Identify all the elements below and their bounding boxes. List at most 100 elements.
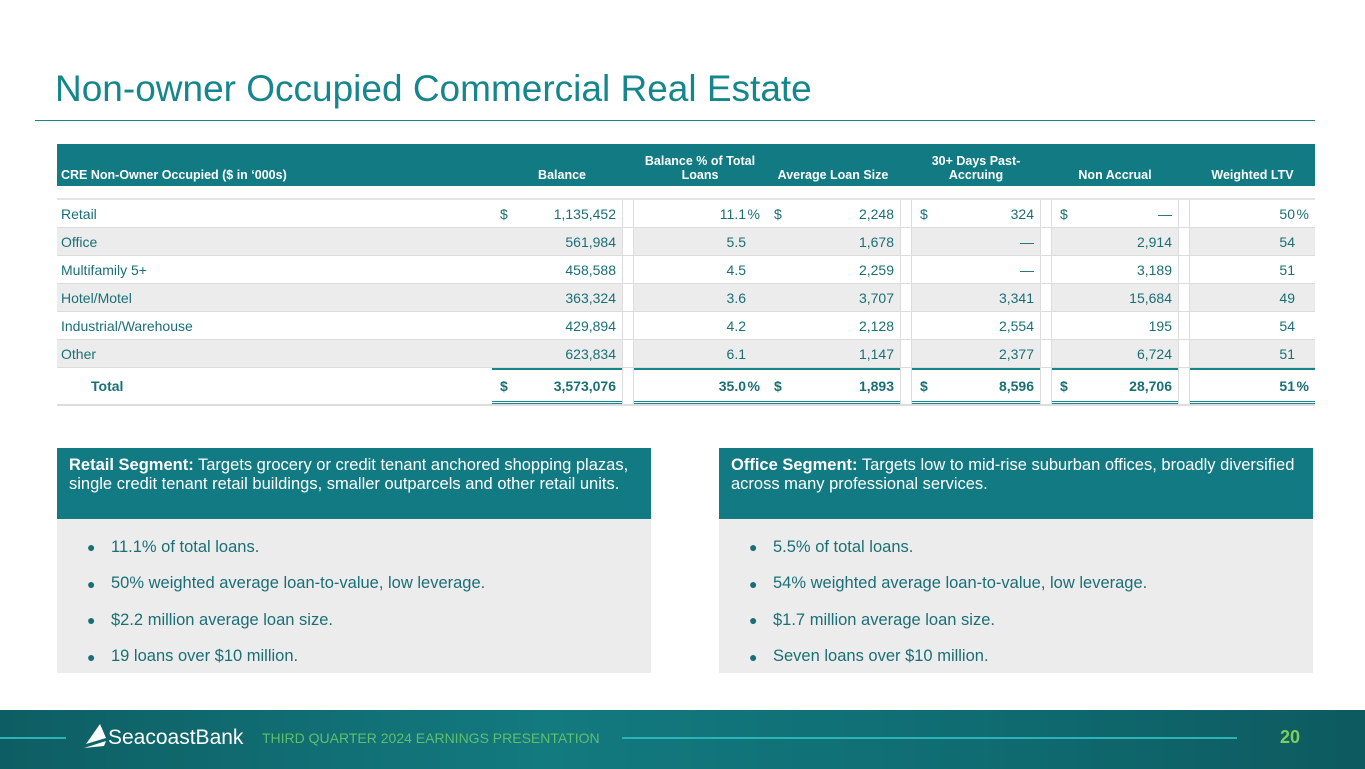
column-gap [900, 228, 912, 255]
pct-cell-value: 11.1 [719, 205, 746, 222]
footer-line [0, 737, 66, 739]
column-gap [900, 200, 912, 227]
bullet-text: 54% weighted average loan-to-value, low … [773, 574, 1148, 593]
column-gap [1040, 340, 1052, 367]
avg-loan-cell: 2,259 [766, 256, 900, 283]
table-row: Other 623,834 6.1 1,147 2,377 6,724 51 [57, 340, 1315, 368]
past-due-cell: 2,554 [912, 312, 1040, 339]
dollar-sign: $ [920, 205, 928, 222]
column-gap [1178, 256, 1190, 283]
office-segment-box: Office Segment: Targets low to mid-rise … [719, 448, 1313, 673]
row-label: Office [61, 233, 98, 250]
column-gap [1040, 256, 1052, 283]
past-due-cell: — [912, 228, 1040, 255]
bullet-icon: ● [749, 648, 758, 665]
ltv-cell: 54 [1190, 228, 1315, 255]
page-number: 20 [1280, 727, 1301, 747]
footer: SeacoastBank THIRD QUARTER 2024 EARNINGS… [0, 710, 1365, 769]
pct-cell-value: 35.0 [718, 377, 746, 394]
non-accrual-cell: 195 [1052, 312, 1178, 339]
table-row: Industrial/Warehouse 429,894 4.2 2,128 2,554… [57, 312, 1315, 340]
table-row: Retail $1,135,452 11.1% $2,248 $324 $ —50% [57, 200, 1315, 228]
pct-cell-value: 6.1 [726, 345, 746, 362]
avg-loan-cell: $1,893 [766, 368, 900, 404]
balance-cell: 623,834 [492, 340, 622, 367]
avg-loan-cell: 1,678 [766, 228, 900, 255]
ltv-cell-value: 51 [1279, 261, 1295, 278]
ltv-cell: 50% [1190, 200, 1315, 227]
avg-loan-cell-value: 1,893 [858, 377, 894, 394]
bullet-item: ● 19 loans over $10 million. [87, 639, 651, 676]
column-gap [900, 256, 912, 283]
past-due-cell: — [912, 256, 1040, 283]
row-label: Hotel/Motel [61, 289, 132, 306]
ltv-cell-value: 50 [1279, 205, 1295, 222]
cre-table: CRE Non-Owner Occupied ($ in ‘000s) Bala… [57, 144, 1315, 406]
non-accrual-cell: 2,914 [1052, 228, 1178, 255]
bullet-item: ● $1.7 million average loan size. [749, 602, 1313, 639]
retail-segment-box: Retail Segment: Targets grocery or credi… [57, 448, 651, 673]
bullet-item: ● 54% weighted average loan-to-value, low… [749, 566, 1313, 603]
row-label: Total [91, 378, 124, 394]
past-due-cell-value: 8,596 [998, 377, 1034, 394]
table-header: CRE Non-Owner Occupied ($ in ‘000s) Bala… [57, 144, 1315, 186]
retail-bullets: ● 11.1% of total loans. ● 50% weighted aver… [57, 519, 651, 673]
title-divider [35, 120, 1315, 121]
logo-text: SeacoastBank [108, 726, 244, 749]
balance-cell-value: 3,573,076 [553, 377, 616, 394]
pct-cell: 35.0% [634, 368, 766, 404]
row-label: Retail [61, 205, 97, 222]
col-header-ltv: Weighted LTV [1211, 168, 1294, 182]
column-gap [1040, 200, 1052, 227]
pct-cell-value: 3.6 [726, 289, 746, 306]
bullet-item: ● 50% weighted average loan-to-value, low… [87, 566, 651, 603]
non-accrual-cell-value: 2,914 [1136, 233, 1172, 250]
balance-cell: 363,324 [492, 284, 622, 311]
avg-loan-cell: 2,128 [766, 312, 900, 339]
column-gap [900, 340, 912, 367]
column-gap [1178, 312, 1190, 339]
ltv-cell-value: 51 [1279, 377, 1295, 394]
col-header-category: CRE Non-Owner Occupied ($ in ‘000s) [61, 168, 287, 182]
pct-cell: 3.6 [634, 284, 766, 311]
dollar-sign: $ [500, 377, 508, 394]
retail-heading: Retail Segment: [69, 456, 194, 474]
non-accrual-cell-value: 3,189 [1136, 261, 1172, 278]
ltv-cell: 54 [1190, 312, 1315, 339]
bullet-icon: ● [87, 648, 96, 665]
non-accrual-cell-value: 28,706 [1129, 377, 1172, 394]
office-bullets: ● 5.5% of total loans. ● 54% weighted avera… [719, 519, 1313, 673]
bullet-item: ● $2.2 million average loan size. [87, 602, 651, 639]
column-gap [622, 284, 634, 311]
past-due-cell-value: 2,377 [998, 345, 1034, 362]
bullet-icon: ● [87, 539, 96, 556]
bullet-text: 50% weighted average loan-to-value, low … [111, 574, 486, 593]
balance-cell: 561,984 [492, 228, 622, 255]
past-due-cell-value: — [1020, 261, 1034, 278]
slide-title: Non-owner Occupied Commercial Real Estat… [55, 68, 812, 109]
column-gap [1040, 312, 1052, 339]
pct-cell-value: 4.2 [726, 317, 746, 334]
table-spacer [57, 186, 1315, 200]
past-due-cell-value: — [1020, 233, 1034, 250]
percent-sign: % [747, 377, 760, 394]
past-due-cell-value: 2,554 [998, 317, 1034, 334]
dollar-sign: $ [774, 377, 782, 394]
balance-cell: $3,573,076 [492, 368, 622, 404]
balance-cell: 429,894 [492, 312, 622, 339]
balance-cell-value: 1,135,452 [553, 205, 616, 222]
bullet-text: 19 loans over $10 million. [111, 647, 299, 666]
non-accrual-cell: 6,724 [1052, 340, 1178, 367]
balance-cell-value: 458,588 [565, 261, 616, 278]
bullet-item: ● Seven loans over $10 million. [749, 639, 1313, 676]
col-header-balance: Balance [538, 168, 586, 182]
row-label: Other [61, 345, 97, 362]
bullet-icon: ● [749, 539, 758, 556]
non-accrual-cell: 15,684 [1052, 284, 1178, 311]
col-header-non-accrual: Non Accrual [1078, 168, 1152, 182]
column-gap [622, 368, 634, 404]
column-gap [622, 340, 634, 367]
office-description: Targets low to mid-rise suburban offices… [731, 456, 1295, 493]
balance-cell-value: 429,894 [565, 317, 616, 334]
bullet-item: ● 5.5% of total loans. [749, 529, 1313, 566]
